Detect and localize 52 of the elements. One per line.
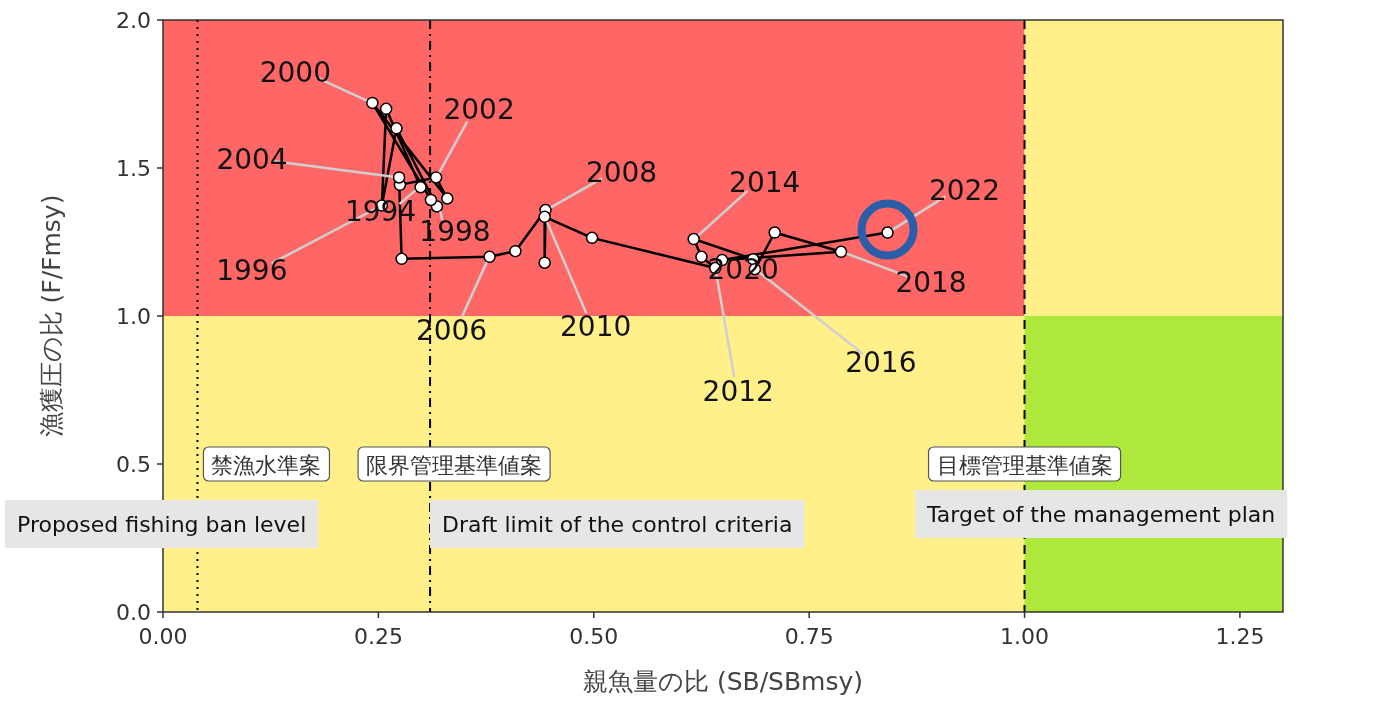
point — [424, 193, 438, 207]
x-axis-title: 親魚量の比 (SB/SBmsy) — [582, 667, 864, 696]
x-tick-label: 0.50 — [569, 624, 619, 649]
x-tick-label: 0.00 — [138, 624, 188, 649]
annotation: 2004 — [216, 143, 288, 177]
annotation: 1998 — [419, 215, 491, 249]
y-tick-label: 0.5 — [116, 452, 151, 477]
y-tick-label: 0.0 — [116, 600, 151, 625]
annotation: Proposed fishing ban level — [17, 512, 307, 537]
point — [538, 210, 551, 224]
annotation: 1996 — [216, 253, 288, 287]
point — [390, 122, 403, 135]
point — [441, 192, 454, 205]
annotation: 2018 — [895, 265, 967, 299]
annotation: 2012 — [702, 375, 774, 409]
x-tick-label: 0.75 — [784, 624, 834, 649]
annotation: 2000 — [259, 55, 331, 89]
point — [379, 102, 393, 116]
x-tick-label: 1.00 — [1000, 624, 1050, 649]
point — [687, 232, 700, 246]
annotation: 2020 — [707, 253, 779, 287]
y-tick-label: 2.0 — [116, 8, 151, 33]
ref-line-label: 禁漁水準案 — [211, 453, 322, 478]
point — [768, 226, 781, 239]
annotation: 2002 — [443, 93, 515, 127]
point — [395, 252, 408, 266]
point — [585, 231, 599, 245]
annotation: 2016 — [845, 346, 917, 380]
point — [834, 245, 848, 259]
ref-line-label: 目標管理基準値案 — [936, 453, 1113, 478]
ref-line-label: 限界管理基準値案 — [366, 453, 543, 478]
y-tick-label: 1.0 — [116, 304, 151, 329]
x-tick-label: 0.25 — [353, 624, 403, 649]
point — [881, 226, 894, 239]
point — [429, 171, 443, 184]
annotation: 2014 — [729, 166, 801, 200]
x-tick-label: 1.25 — [1215, 624, 1265, 649]
annotation: Target of the management plan — [926, 502, 1276, 527]
point — [392, 171, 406, 184]
annotation: 2022 — [928, 173, 1001, 207]
point — [695, 250, 708, 264]
y-tick-label: 1.5 — [116, 156, 151, 181]
point — [483, 250, 496, 264]
point — [538, 256, 551, 269]
point — [509, 244, 522, 258]
annotation: 2006 — [415, 313, 488, 347]
point — [414, 180, 427, 194]
y-axis-title: 漁獲圧の比 (F/Fmsy) — [37, 194, 66, 438]
point — [366, 96, 379, 110]
annotation: 2010 — [560, 309, 632, 343]
annotation: Draft limit of the control criteria — [442, 512, 793, 537]
annotation: 2008 — [585, 156, 658, 190]
